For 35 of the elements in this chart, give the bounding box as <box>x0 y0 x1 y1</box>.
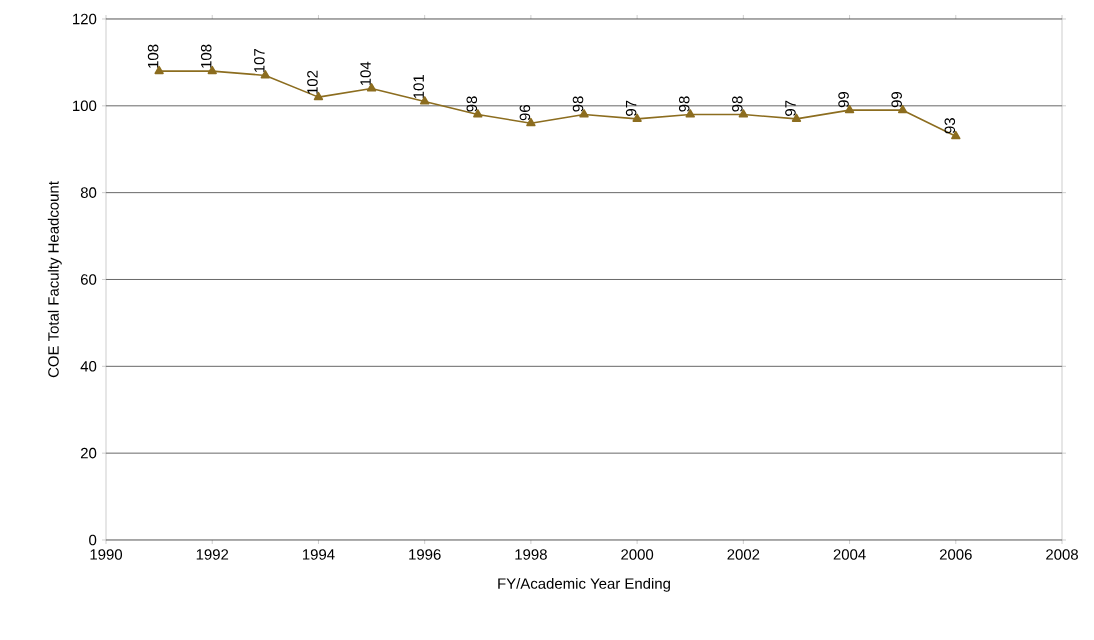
y-tick-label: 60 <box>80 274 97 285</box>
data-label: 98 <box>572 96 584 112</box>
x-tick-label: 2002 <box>727 549 760 560</box>
data-label: 98 <box>678 96 690 112</box>
y-tick-label: 40 <box>80 361 97 372</box>
data-label: 97 <box>785 100 796 116</box>
data-label: 98 <box>466 96 478 112</box>
x-axis-title: FY/Academic Year Ending <box>498 577 670 592</box>
y-tick-label: 120 <box>73 13 97 25</box>
x-tick-label: 2004 <box>833 549 866 560</box>
x-tick-label: 2008 <box>1046 549 1078 560</box>
data-label: 108 <box>147 44 159 68</box>
x-tick-label: 1994 <box>302 549 335 560</box>
data-label: 101 <box>413 75 424 99</box>
x-tick-label: 2000 <box>621 549 654 560</box>
data-label: 107 <box>254 49 265 73</box>
data-label: 97 <box>625 100 637 116</box>
x-tick-label: 1998 <box>515 549 547 560</box>
y-tick-label: 0 <box>89 534 97 546</box>
y-tick-label: 100 <box>73 100 97 112</box>
data-label: 99 <box>838 92 849 108</box>
data-label: 98 <box>732 96 743 112</box>
x-tick-label: 1990 <box>90 549 123 560</box>
x-tick-label: 1992 <box>196 549 229 560</box>
data-label: 96 <box>519 105 531 121</box>
x-tick-label: 2006 <box>939 549 972 560</box>
x-tick-label: 1996 <box>409 549 441 560</box>
data-label: 102 <box>307 70 318 94</box>
data-label: 99 <box>891 92 902 108</box>
data-label: 104 <box>360 61 371 86</box>
y-tick-label: 80 <box>80 187 97 198</box>
data-label: 108 <box>200 44 212 68</box>
data-label: 93 <box>944 118 956 134</box>
y-tick-label: 20 <box>80 447 97 459</box>
y-axis-title: COE Total Faculty Headcount <box>47 181 62 378</box>
